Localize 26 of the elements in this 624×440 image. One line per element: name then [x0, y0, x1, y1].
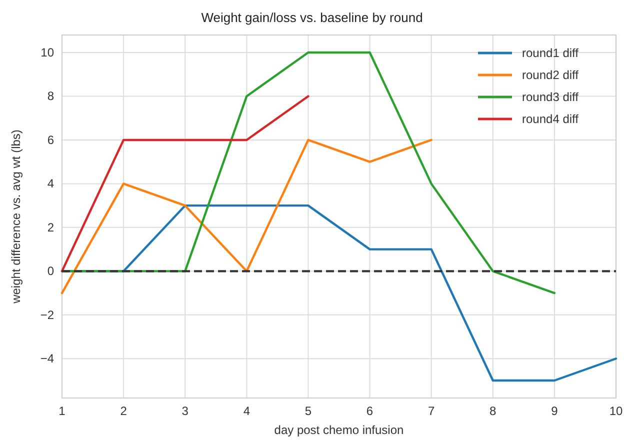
x-axis-title: day post chemo infusion: [274, 423, 404, 437]
y-axis-title: weight difference vs. avg wt (lbs): [9, 130, 23, 304]
x-tick-label: 4: [243, 404, 250, 418]
legend-label: round3 diff: [522, 90, 580, 104]
y-tick-label: 10: [40, 45, 54, 60]
legend-label: round4 diff: [522, 112, 580, 126]
y-tick-label: 6: [47, 132, 54, 147]
legend-label: round2 diff: [522, 68, 580, 82]
y-tick-label: −4: [40, 352, 54, 366]
x-tick-label: 2: [120, 404, 128, 418]
y-tick-label: 0: [47, 264, 54, 278]
x-tick-label: 1: [58, 404, 66, 418]
y-tick-label: 2: [47, 220, 54, 234]
x-tick-label: 9: [551, 404, 558, 418]
x-tick-label: 3: [182, 404, 189, 418]
y-tick-label: −2: [40, 308, 54, 322]
x-tick-label: 7: [428, 404, 435, 418]
x-tick-label: 6: [366, 404, 374, 418]
x-tick-label: 10: [609, 404, 623, 418]
x-tick-label: 5: [304, 404, 312, 418]
x-tick-label: 8: [490, 404, 497, 418]
line-series: [60, 138, 432, 294]
y-tick-label: 4: [47, 176, 54, 191]
chart-title: Weight gain/loss vs. baseline by round: [201, 10, 423, 25]
legend-label: round1 diff: [522, 46, 580, 60]
y-tick-label: 8: [47, 89, 54, 104]
